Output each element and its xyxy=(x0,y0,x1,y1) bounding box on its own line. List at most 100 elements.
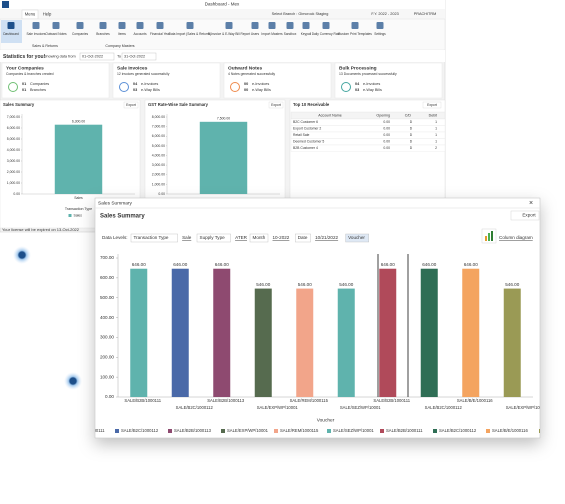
legend-swatch[interactable] xyxy=(380,429,384,433)
date-input[interactable] xyxy=(79,52,115,61)
ribbon-icon[interactable] xyxy=(7,22,15,29)
level-button[interactable] xyxy=(295,233,311,243)
panel-title: Sales Summary xyxy=(3,102,35,107)
ribbon-icon[interactable] xyxy=(302,22,310,29)
level-button[interactable] xyxy=(196,233,231,243)
ribbon-item: Daily Currency Rate xyxy=(312,32,341,36)
bar[interactable] xyxy=(213,268,231,397)
data-label: 646.00 xyxy=(132,262,146,267)
ribbon-icon[interactable] xyxy=(268,22,276,29)
legend-swatch[interactable] xyxy=(486,429,490,433)
legend-label: SALE/REM/1000115 xyxy=(280,428,319,433)
y-tick-label: 2,000.00 xyxy=(7,170,20,174)
ribbon-item: Import Masters xyxy=(261,32,283,36)
tour-dot[interactable] xyxy=(13,246,31,264)
export-button[interactable] xyxy=(510,210,540,221)
legend-label: SALE/EXP/WP/10001 xyxy=(227,428,269,433)
ribbon-icon[interactable] xyxy=(286,22,294,29)
bar[interactable] xyxy=(337,288,355,397)
export-button[interactable] xyxy=(422,101,442,109)
card-count: 04 xyxy=(133,82,138,86)
table-cell: D xyxy=(410,146,413,150)
card-line-label: e-Invoices xyxy=(141,82,158,86)
level-name: Transaction Type xyxy=(134,235,169,240)
ribbon-item: Financial Year xyxy=(150,32,171,36)
ribbon-icon[interactable] xyxy=(32,22,40,29)
export-label: Export xyxy=(522,213,536,218)
level-name: Date xyxy=(298,235,308,240)
table-cell: 0.00 xyxy=(383,133,390,137)
y-tick-label: 7,000.00 xyxy=(7,115,20,119)
level-button[interactable] xyxy=(249,233,269,243)
x-tick-label: SALE/EXP/WP/10001 xyxy=(506,405,548,410)
bar[interactable] xyxy=(171,268,189,397)
ribbon-icon[interactable] xyxy=(351,22,359,29)
ribbon-icon[interactable] xyxy=(156,22,164,29)
legend-label: SALE/B2B/1000111 xyxy=(68,428,105,433)
bar[interactable] xyxy=(130,268,148,397)
table-cell: 2 xyxy=(435,146,437,150)
panel-title: Top 10 Receivable xyxy=(293,102,330,107)
legend-label: Sales xyxy=(74,213,83,217)
ribbon-item: Keypall xyxy=(301,32,312,36)
bar[interactable] xyxy=(420,268,438,397)
table-row[interactable] xyxy=(290,144,446,152)
dialog-window-title: Sales Summary xyxy=(98,200,132,206)
close-button[interactable]: × xyxy=(529,200,533,207)
ribbon-icon[interactable] xyxy=(225,22,233,29)
legend-swatch[interactable] xyxy=(62,429,66,433)
ribbon-item: Dashboard xyxy=(3,32,19,36)
ribbon-icon[interactable] xyxy=(376,22,384,29)
legend-swatch[interactable] xyxy=(539,429,543,433)
ribbon-icon[interactable] xyxy=(251,22,259,29)
ribbon-icon[interactable] xyxy=(76,22,84,29)
ribbon-icon[interactable] xyxy=(118,22,126,29)
level-button[interactable] xyxy=(130,233,178,243)
ribbon-item: Users xyxy=(251,32,260,36)
tour-dot[interactable] xyxy=(64,372,82,390)
ribbon-selected[interactable] xyxy=(1,20,22,43)
x-tick-label: SALE/B/E/1000116 xyxy=(457,398,493,403)
table-cell: D xyxy=(410,133,413,137)
table-row[interactable] xyxy=(290,131,446,139)
bar[interactable] xyxy=(296,288,314,397)
legend-swatch[interactable] xyxy=(433,429,437,433)
legend-swatch[interactable] xyxy=(274,429,278,433)
ribbon-icon[interactable] xyxy=(99,22,107,29)
ribbon-icon[interactable] xyxy=(136,22,144,29)
card-count: 00 xyxy=(244,82,248,86)
y-tick-label: 1,000.00 xyxy=(7,181,20,185)
card xyxy=(1,62,110,99)
legend-swatch[interactable] xyxy=(168,429,172,433)
bar[interactable] xyxy=(503,288,521,397)
table-cell: B2B Customer 4 xyxy=(293,146,318,150)
table-cell: Deemed Customer 5 xyxy=(293,140,324,144)
card-line-label: e-Invoices xyxy=(252,82,269,86)
legend-swatch[interactable] xyxy=(327,429,331,433)
y-tick-label: 600.00 xyxy=(100,275,114,280)
export-button[interactable] xyxy=(123,101,139,109)
x-tick-label: SALE/B2C/1000112 xyxy=(176,405,214,410)
card-title: Sale Invoices xyxy=(117,65,148,71)
level-active[interactable] xyxy=(345,233,370,243)
card-line-label: e-Way Bills xyxy=(141,88,160,92)
bar[interactable] xyxy=(254,288,272,397)
bar[interactable] xyxy=(379,268,397,397)
bar[interactable] xyxy=(462,268,480,397)
bar xyxy=(54,124,103,194)
date-input[interactable] xyxy=(121,52,157,61)
table-cell: Export Customer 2 xyxy=(293,127,321,131)
ribbon-item: Custom Print Templates xyxy=(338,32,372,36)
legend-swatch[interactable] xyxy=(221,429,225,433)
ribbon-icon[interactable] xyxy=(186,22,194,29)
card-icon xyxy=(341,82,351,92)
ribbon-icon[interactable] xyxy=(322,22,330,29)
export-button[interactable] xyxy=(268,101,284,109)
card-subtitle: 13 Documents processed successfully xyxy=(339,72,397,76)
x-tick-label: SALE/REM/1000115 xyxy=(290,398,329,403)
legend-swatch[interactable] xyxy=(115,429,119,433)
card xyxy=(112,62,221,99)
ribbon-icon[interactable] xyxy=(52,22,60,29)
